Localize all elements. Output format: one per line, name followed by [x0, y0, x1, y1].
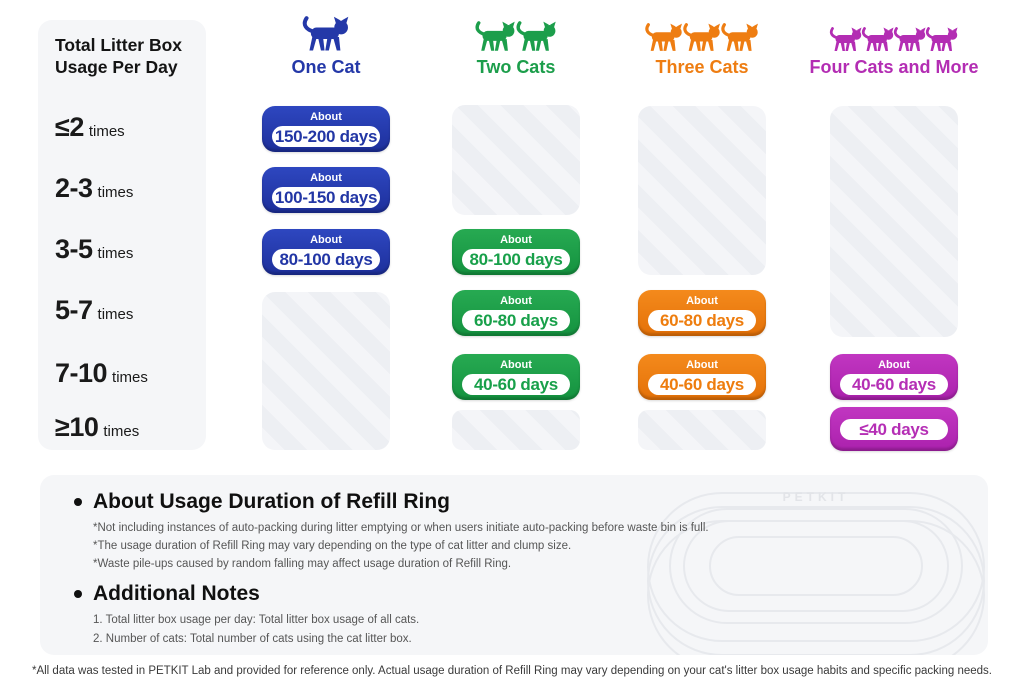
column-label: Two Cats: [476, 57, 556, 77]
refill-ring-watermark: PETKIT: [647, 490, 985, 655]
column-label: Three Cats: [655, 57, 749, 77]
cat-icon: [924, 27, 960, 52]
duration-badge-one-cat-le2: About 150-200 days: [262, 106, 390, 152]
badge-about-label: About: [310, 234, 342, 246]
empty-cell-placeholder: [452, 105, 580, 215]
badge-about-label: About: [878, 359, 910, 371]
row-label-2-3: 2-3 times: [55, 173, 134, 203]
cat-icon: [719, 23, 761, 52]
row-label-5-7: 5-7 times: [55, 295, 134, 325]
duration-badge-three-cats-7-10: About 40-60 days: [638, 354, 766, 400]
cat-icon: [300, 16, 352, 52]
duration-badge-two-cats-5-7: About 60-80 days: [452, 290, 580, 336]
cat-icon: [473, 21, 518, 52]
column-header-three-cats: Three Cats: [607, 4, 797, 78]
badge-days-value: 150-200 days: [272, 126, 380, 147]
duration-badge-four-cats-7-10: About 40-60 days: [830, 354, 958, 400]
duration-badge-two-cats-3-5: About 80-100 days: [452, 229, 580, 275]
empty-cell-placeholder: [638, 106, 766, 275]
badge-days-value: 40-60 days: [840, 374, 948, 395]
empty-cell-placeholder: [262, 292, 390, 450]
cat-icon: [892, 27, 928, 52]
empty-cell-placeholder: [452, 410, 580, 450]
cat-icon: [643, 23, 685, 52]
duration-badge-four-cats-ge10: ≤40 days: [830, 407, 958, 451]
note-line: *Not including instances of auto-packing…: [93, 522, 709, 534]
badge-about-label: About: [310, 172, 342, 184]
badge-about-label: About: [310, 111, 342, 123]
row-label-7-10: 7-10 times: [55, 358, 148, 388]
column-header-four-cats: Four Cats and More: [799, 4, 989, 78]
column-header-one-cat: One Cat: [231, 4, 421, 78]
badge-about-label: About: [500, 359, 532, 371]
bullet-icon: [74, 590, 82, 599]
badge-about-label: About: [500, 295, 532, 307]
cat-icon: [514, 21, 559, 52]
badge-days-value: 60-80 days: [648, 310, 756, 331]
badge-about-label: About: [500, 234, 532, 246]
badge-days-value: 100-150 days: [272, 187, 380, 208]
row-label-ge10: ≥10 times: [55, 412, 140, 442]
column-header-two-cats: Two Cats: [421, 4, 611, 78]
duration-badge-one-cat-3-5: About 80-100 days: [262, 229, 390, 275]
cat-icon: [828, 27, 864, 52]
empty-cell-placeholder: [638, 410, 766, 450]
empty-cell-placeholder: [830, 106, 958, 337]
row-label-3-5: 3-5 times: [55, 234, 134, 264]
note-line: *The usage duration of Refill Ring may v…: [93, 540, 572, 553]
badge-days-value: 80-100 days: [462, 249, 570, 270]
badge-days-value: 40-60 days: [648, 374, 756, 395]
column-label: One Cat: [291, 57, 361, 77]
badge-about-label: About: [686, 359, 718, 371]
badge-days-value: 80-100 days: [272, 249, 380, 270]
note-line: 1. Total litter box usage per day: Total…: [93, 614, 420, 627]
column-label: Four Cats and More: [809, 57, 979, 77]
table-title: Total Litter Box Usage Per Day: [55, 35, 183, 78]
note-line: 2. Number of cats: Total number of cats …: [93, 632, 412, 645]
cat-icon: [860, 27, 896, 52]
row-header-panel: Total Litter Box Usage Per Day ≤2 times 2…: [38, 20, 206, 450]
badge-days-value: ≤40 days: [840, 418, 948, 440]
notes-panel: PETKIT About Usage Duration of Refill Ri…: [40, 475, 988, 655]
duration-badge-three-cats-5-7: About 60-80 days: [638, 290, 766, 336]
badge-about-label: About: [686, 295, 718, 307]
duration-badge-one-cat-2-3: About 100-150 days: [262, 167, 390, 213]
notes-heading-usage-duration: About Usage Duration of Refill Ring: [74, 490, 988, 514]
note-line: *Waste pile-ups caused by random falling…: [93, 558, 512, 571]
duration-badge-two-cats-7-10: About 40-60 days: [452, 354, 580, 400]
petkit-watermark-text: PETKIT: [783, 490, 850, 504]
badge-days-value: 60-80 days: [462, 310, 570, 331]
bullet-icon: [74, 498, 82, 506]
cat-icon: [681, 23, 723, 52]
footer-disclaimer: *All data was tested in PETKIT Lab and p…: [31, 665, 993, 677]
notes-heading-additional: Additional Notes: [74, 582, 988, 606]
badge-days-value: 40-60 days: [462, 374, 570, 395]
row-label-le2: ≤2 times: [55, 112, 125, 142]
